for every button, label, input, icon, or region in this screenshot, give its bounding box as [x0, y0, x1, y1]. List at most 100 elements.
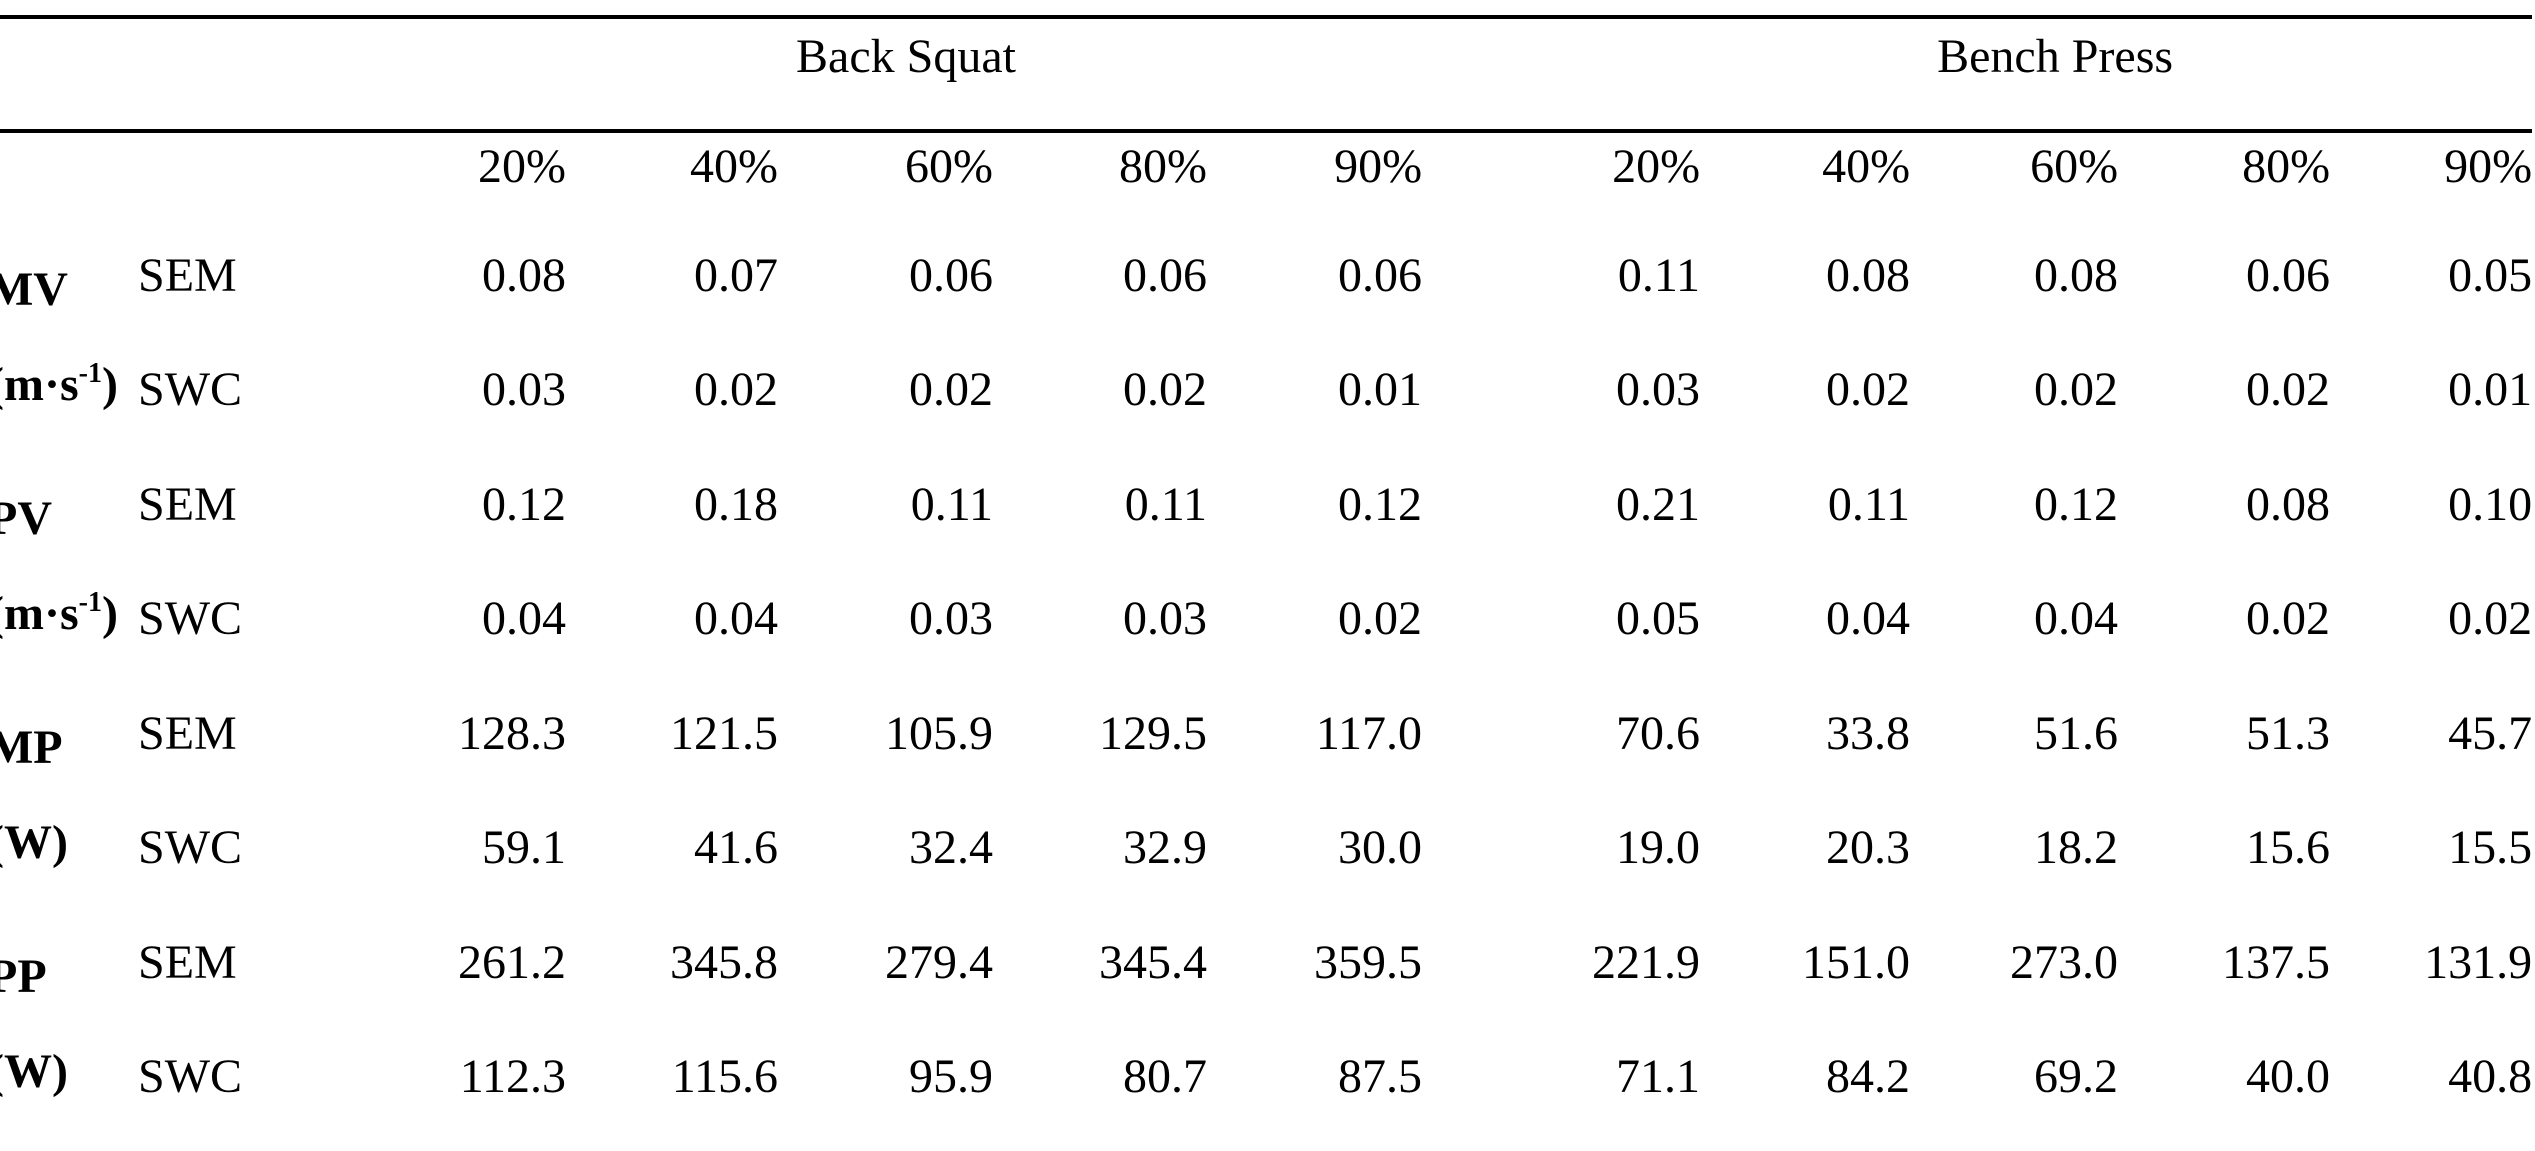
value-cell: 0.07 [694, 248, 778, 302]
stat-label: SWC [138, 1050, 243, 1104]
variable-label-mp: MP (W) [0, 700, 138, 897]
load-header-bs-20: 20% [478, 140, 566, 193]
load-header-bp-80: 80% [2242, 140, 2331, 193]
value-cell: 0.12 [2034, 477, 2119, 531]
value-cell: 0.04 [694, 592, 778, 646]
value-cell: 151.0 [1802, 935, 1911, 989]
unit-base: (W) [0, 816, 68, 869]
value-cell: 33.8 [1826, 706, 1911, 760]
value-cell: 0.06 [1123, 248, 1207, 302]
value-cell: 19.0 [1616, 821, 1701, 875]
value-cell: 137.5 [2222, 935, 2331, 989]
value-cell: 15.6 [2246, 821, 2331, 875]
value-cell: 0.04 [2034, 592, 2119, 646]
load-header-bs-60: 60% [905, 140, 993, 193]
value-cell: 115.6 [671, 1050, 778, 1104]
value-cell: 0.02 [2034, 363, 2119, 417]
value-cell: 15.5 [2448, 821, 2533, 875]
value-cell: 40.8 [2448, 1050, 2533, 1104]
unit-close: ) [101, 358, 118, 411]
value-cell: 345.8 [670, 935, 778, 989]
value-cell: 69.2 [2034, 1050, 2119, 1104]
value-cell: 70.6 [1616, 706, 1701, 760]
variable-name: PV [0, 492, 52, 545]
table-row: MV (m·s-1) SEM 0.08 0.07 0.06 0.06 0.06 … [0, 218, 2532, 411]
value-cell: 32.4 [909, 821, 993, 875]
value-cell: 51.3 [2246, 706, 2331, 760]
table-row: SWC 112.3 115.6 95.9 80.7 87.5 71.1 84.2… [0, 1020, 2532, 1135]
value-cell: 0.06 [2246, 248, 2331, 302]
variable-label-pp: PP (W) [0, 929, 138, 1126]
value-cell: 129.5 [1099, 706, 1207, 760]
bench-press-header-label: Bench Press [1937, 30, 2174, 83]
variable-name: MV [0, 263, 68, 316]
load-header-bp-90: 90% [2444, 140, 2533, 193]
value-cell: 0.02 [1826, 363, 1911, 417]
value-cell: 40.0 [2246, 1050, 2331, 1104]
value-cell: 0.12 [1338, 477, 1423, 531]
value-cell: 261.2 [458, 935, 566, 989]
value-cell: 279.4 [885, 935, 993, 989]
stat-label: SWC [138, 821, 243, 875]
exercise-header-back-squat: Back Squat [308, 17, 1423, 133]
variable-label-cell-pp: PP (W) [0, 905, 138, 1134]
value-cell: 0.08 [482, 248, 566, 302]
value-cell: 30.0 [1338, 821, 1423, 875]
value-cell: 0.18 [694, 477, 778, 531]
table-row: PP (W) SEM 261.2 345.8 279.4 345.4 359.5… [0, 905, 2532, 1098]
value-cell: 0.02 [2448, 592, 2533, 646]
reliability-table: Back Squat Bench Press 20% 40% 60% 80% 9… [0, 15, 2533, 1135]
variable-unit: (m·s-1) [0, 587, 118, 640]
value-cell: 0.08 [2034, 248, 2119, 302]
unit-base: (m·s [0, 358, 79, 411]
exercise-header-row: Back Squat Bench Press [0, 17, 2533, 133]
value-cell: 128.3 [458, 706, 566, 760]
value-cell: 0.03 [1616, 363, 1701, 417]
value-cell: 20.3 [1826, 821, 1911, 875]
value-cell: 0.21 [1616, 477, 1701, 531]
value-cell: 0.03 [1123, 592, 1207, 646]
unit-close: ) [101, 587, 118, 640]
value-cell: 0.08 [2246, 477, 2331, 531]
value-cell: 0.02 [1338, 592, 1423, 646]
value-cell: 0.11 [1827, 477, 1911, 531]
value-cell: 0.02 [909, 363, 993, 417]
load-header-bs-90: 90% [1334, 140, 1423, 193]
load-header-bs-80: 80% [1119, 140, 1207, 193]
value-cell: 84.2 [1826, 1050, 1911, 1104]
table-row: SWC 0.03 0.02 0.02 0.02 0.01 0.03 0.02 0… [0, 333, 2532, 448]
load-header-bp-40: 40% [1822, 140, 1911, 193]
load-header-bs-40: 40% [690, 140, 778, 193]
value-cell: 0.10 [2448, 477, 2533, 531]
value-cell: 0.12 [482, 477, 566, 531]
load-header-row: 20% 40% 60% 80% 90% 20% 40% 60% 80% 90% [0, 131, 2532, 218]
variable-unit: (m·s-1) [0, 358, 118, 411]
value-cell: 0.06 [909, 248, 993, 302]
variable-label-mv: MV (m·s-1) [0, 242, 138, 439]
load-header-bp-60: 60% [2030, 140, 2119, 193]
value-cell: 0.02 [2246, 592, 2331, 646]
value-cell: 0.04 [1826, 592, 1911, 646]
value-cell: 105.9 [885, 706, 993, 760]
exercise-header-bench-press: Bench Press [1422, 17, 2533, 133]
variable-name: MP [0, 721, 63, 774]
variable-label-cell-mv: MV (m·s-1) [0, 218, 138, 447]
value-cell: 0.11 [910, 477, 993, 531]
value-cell: 0.04 [482, 592, 566, 646]
variable-label-cell-pv: PV (m·s-1) [0, 447, 138, 676]
variable-label-pv: PV (m·s-1) [0, 471, 138, 668]
value-cell: 221.9 [1592, 935, 1701, 989]
value-cell: 71.1 [1616, 1050, 1701, 1104]
variable-unit: (W) [0, 816, 68, 869]
value-cell: 95.9 [909, 1050, 993, 1104]
unit-base: (W) [0, 1045, 68, 1098]
value-cell: 0.03 [482, 363, 566, 417]
value-cell: 117.0 [1315, 706, 1423, 760]
value-cell: 0.01 [2448, 363, 2533, 417]
value-cell: 112.3 [459, 1050, 566, 1104]
value-cell: 32.9 [1123, 821, 1207, 875]
value-cell: 0.11 [1617, 248, 1701, 302]
value-cell: 0.11 [1124, 477, 1207, 531]
value-cell: 0.01 [1338, 363, 1423, 417]
